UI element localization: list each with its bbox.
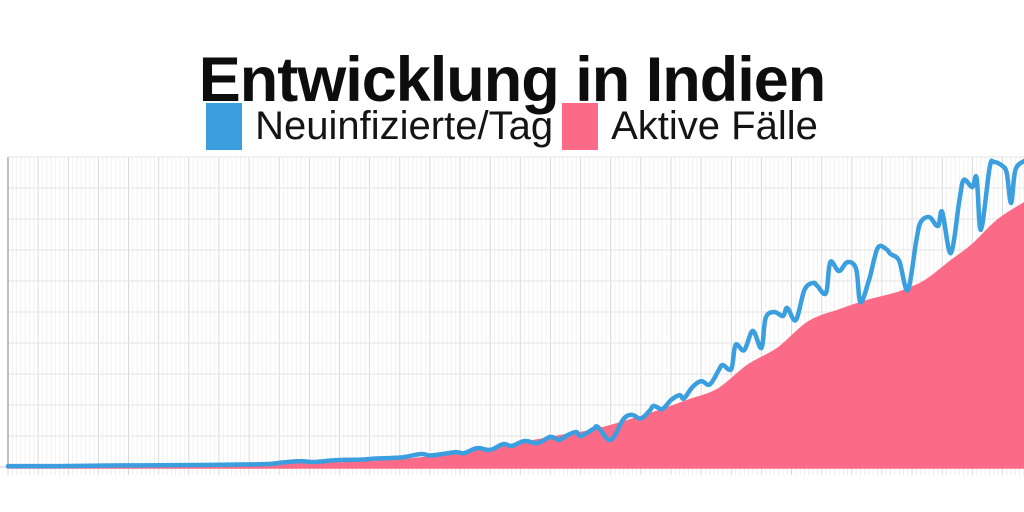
active-cases-area bbox=[6, 202, 1024, 469]
chart-svg bbox=[0, 156, 1024, 475]
legend: Neuinfizierte/Tag Aktive Fälle bbox=[0, 103, 1024, 150]
legend-label-new-infections: Neuinfizierte/Tag bbox=[255, 104, 554, 148]
chart-title: Entwicklung in Indien bbox=[198, 45, 827, 116]
legend-label-active-cases: Aktive Fälle bbox=[611, 104, 818, 148]
legend-swatch-blue-icon bbox=[206, 103, 243, 150]
new-infections-line bbox=[5, 158, 1024, 469]
legend-item-new-infections[interactable]: Neuinfizierte/Tag bbox=[206, 103, 553, 150]
legend-swatch-pink-icon bbox=[562, 103, 599, 150]
chart-area bbox=[0, 150, 1024, 512]
legend-item-active-cases[interactable]: Aktive Fälle bbox=[562, 103, 818, 150]
